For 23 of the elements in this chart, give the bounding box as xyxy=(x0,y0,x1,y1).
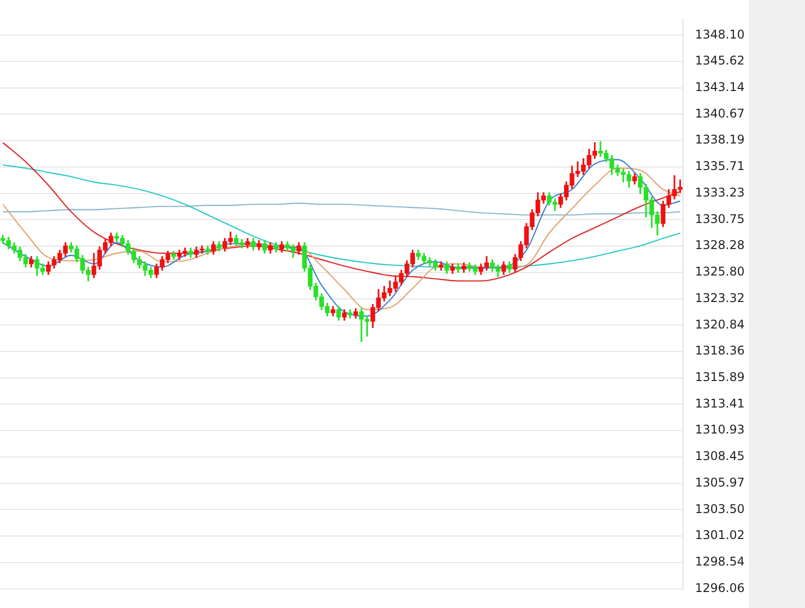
y-tick-label: 1340.67 xyxy=(695,106,745,120)
y-tick-label: 1325.80 xyxy=(695,264,745,279)
y-tick-label: 1315.89 xyxy=(695,370,745,384)
y-tick-label: 1348.10 xyxy=(695,27,745,42)
y-tick-label: 1308.45 xyxy=(695,449,745,464)
y-tick-label: 1320.84 xyxy=(695,317,745,332)
y-tick-label: 1310.93 xyxy=(695,422,745,437)
y-tick-label: 1333.23 xyxy=(695,185,745,200)
y-tick-label: 1303.50 xyxy=(695,502,745,516)
y-tick-label: 1313.41 xyxy=(695,396,745,410)
y-tick-label: 1335.71 xyxy=(695,159,745,174)
y-tick-label: 1338.19 xyxy=(695,132,745,147)
y-tick-label: 1305.97 xyxy=(695,475,745,490)
y-tick-label: 1298.54 xyxy=(695,554,745,569)
y-tick-label: 1330.75 xyxy=(695,212,745,226)
y-tick-label: 1301.02 xyxy=(695,528,745,542)
y-tick-label: 1343.14 xyxy=(695,80,745,94)
y-tick-label: 1345.62 xyxy=(695,54,745,68)
y-tick-label: 1296.06 xyxy=(695,580,745,595)
y-tick-label: 1318.36 xyxy=(695,344,745,358)
y-tick-label: 1328.28 xyxy=(695,238,745,252)
line-series xyxy=(2,142,681,282)
y-tick-label: 1323.32 xyxy=(695,290,745,305)
